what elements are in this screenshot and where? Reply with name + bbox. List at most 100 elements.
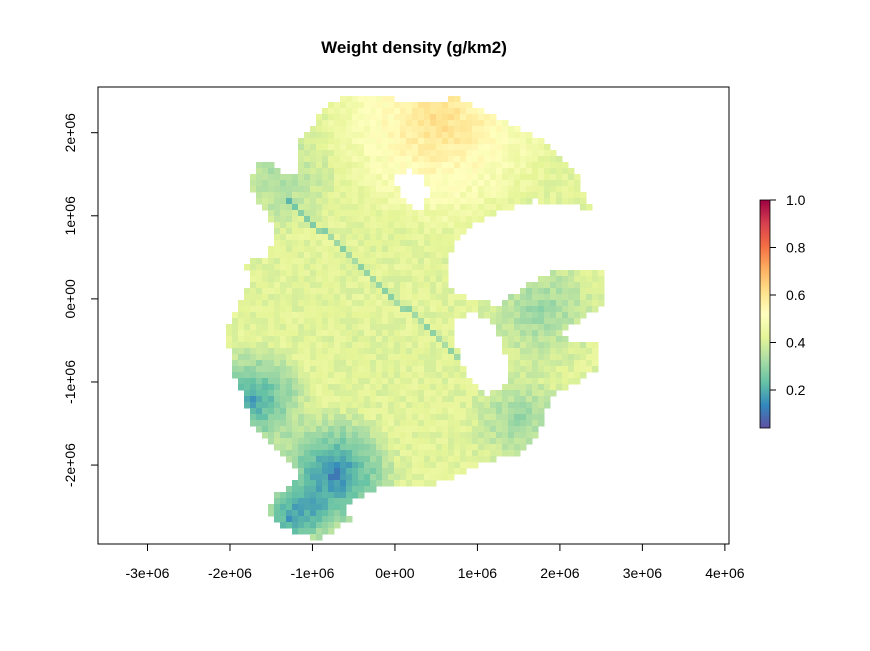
density-cell	[412, 132, 419, 139]
density-cell	[352, 312, 359, 319]
density-cell	[448, 336, 455, 343]
density-cell	[346, 264, 353, 271]
density-cell	[496, 120, 503, 127]
density-cell	[400, 408, 407, 415]
density-cell	[352, 192, 359, 199]
density-cell	[532, 180, 539, 187]
density-cell	[298, 264, 305, 271]
density-cell	[388, 210, 395, 217]
density-cell	[406, 426, 413, 433]
density-cell	[316, 396, 323, 403]
density-cell	[406, 264, 413, 271]
density-cell	[310, 402, 317, 409]
density-cell	[586, 282, 593, 289]
density-cell	[466, 444, 473, 451]
density-cell	[448, 306, 455, 313]
density-cell	[268, 246, 275, 253]
density-cell	[442, 102, 449, 109]
density-cell	[562, 294, 569, 301]
density-cell	[460, 132, 467, 139]
density-cell	[298, 270, 305, 277]
density-cell	[358, 138, 365, 145]
density-cell	[466, 384, 473, 391]
density-cell	[334, 102, 341, 109]
density-cell	[340, 228, 347, 235]
density-cell	[328, 342, 335, 349]
density-cell	[478, 144, 485, 151]
density-cell	[376, 282, 383, 289]
density-cell	[298, 330, 305, 337]
density-cell	[286, 180, 293, 187]
density-cell	[382, 402, 389, 409]
density-cell	[382, 120, 389, 127]
density-cell	[262, 372, 269, 379]
density-cell	[406, 156, 413, 163]
density-cell	[256, 360, 263, 367]
density-cell	[346, 240, 353, 247]
density-cell	[550, 186, 557, 193]
density-cell	[256, 294, 263, 301]
density-cell	[334, 498, 341, 505]
density-cell	[526, 294, 533, 301]
density-cell	[274, 318, 281, 325]
density-cell	[406, 240, 413, 247]
density-cell	[406, 480, 413, 487]
density-cell	[442, 258, 449, 265]
density-cell	[352, 174, 359, 181]
density-cell	[424, 228, 431, 235]
density-cell	[310, 150, 317, 157]
density-cell	[310, 474, 317, 481]
density-cell	[274, 324, 281, 331]
density-cell	[322, 354, 329, 361]
density-cell	[400, 108, 407, 115]
density-cell	[460, 168, 467, 175]
density-cell	[484, 438, 491, 445]
density-cell	[232, 360, 239, 367]
density-cell	[460, 432, 467, 439]
density-cell	[250, 354, 257, 361]
density-cell	[274, 264, 281, 271]
density-cell	[466, 138, 473, 145]
density-cell	[328, 432, 335, 439]
density-cell	[310, 324, 317, 331]
density-cell	[550, 354, 557, 361]
density-cell	[478, 456, 485, 463]
density-cell	[376, 468, 383, 475]
density-cell	[268, 408, 275, 415]
density-cell	[274, 252, 281, 259]
density-cell	[502, 390, 509, 397]
density-cell	[370, 354, 377, 361]
density-cell	[532, 294, 539, 301]
density-cell	[322, 126, 329, 133]
density-cell	[394, 222, 401, 229]
density-cell	[406, 336, 413, 343]
density-cell	[418, 312, 425, 319]
density-cell	[418, 306, 425, 313]
density-cell	[334, 354, 341, 361]
density-cell	[304, 498, 311, 505]
density-cell	[412, 474, 419, 481]
density-cell	[346, 480, 353, 487]
density-cell	[346, 150, 353, 157]
density-cell	[316, 354, 323, 361]
density-cell	[412, 138, 419, 145]
density-cell	[292, 408, 299, 415]
density-cell	[280, 288, 287, 295]
density-cell	[304, 186, 311, 193]
density-cell	[514, 150, 521, 157]
density-cell	[340, 438, 347, 445]
density-cell	[472, 120, 479, 127]
density-cell	[550, 192, 557, 199]
density-cell	[358, 432, 365, 439]
density-cell	[370, 126, 377, 133]
density-cell	[544, 324, 551, 331]
density-cell	[454, 294, 461, 301]
density-cell	[406, 474, 413, 481]
density-cell	[358, 204, 365, 211]
density-cell	[304, 294, 311, 301]
density-cell	[406, 306, 413, 313]
density-cell	[532, 336, 539, 343]
density-cell	[274, 504, 281, 511]
density-cell	[316, 264, 323, 271]
density-cell	[304, 450, 311, 457]
